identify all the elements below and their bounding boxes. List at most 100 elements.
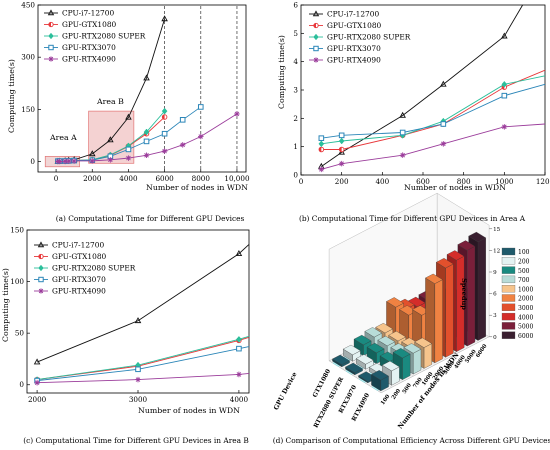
panel-0-point bbox=[143, 152, 150, 159]
panel-2-series-line bbox=[36, 244, 250, 363]
xlabel-d: GPU Device bbox=[272, 371, 299, 412]
panel-2-ytick-label: 0 bbox=[19, 380, 24, 389]
panel-1-point bbox=[501, 124, 508, 130]
panel-0-point bbox=[89, 158, 96, 164]
panel-1-legend-label: GPU-GTX1080 bbox=[327, 21, 382, 30]
panel-0-legend-label: GPU-RTX3070 bbox=[62, 43, 116, 52]
panel-1-legend-marker bbox=[313, 33, 319, 41]
panel-3-ztick-label: 3 bbox=[493, 313, 497, 319]
panel-2-ytick-label: 50 bbox=[15, 329, 25, 338]
plot-data bbox=[33, 4, 546, 392]
panel-1-series-line bbox=[321, 4, 524, 167]
panel-0-point bbox=[234, 111, 240, 117]
panel-1-legend-label: GPU-RTX3070 bbox=[327, 44, 381, 53]
panel-3-legend-label: 2000 bbox=[518, 296, 533, 303]
panel-0-legend-label: GPU-GTX1080 bbox=[62, 20, 117, 29]
panel-0-point bbox=[161, 107, 168, 115]
panel-3-node-label: 700 bbox=[412, 377, 424, 390]
xlabel-b: Number of nodes in WDN bbox=[404, 183, 506, 192]
panel-3-ztick-label: 9 bbox=[493, 270, 497, 276]
panel-1-point bbox=[399, 111, 406, 118]
panel-1-xtick-label: 0 bbox=[299, 177, 304, 186]
panel-3-ztick-label: 6 bbox=[493, 292, 497, 298]
panel-2-point bbox=[33, 358, 41, 365]
xlabel-c: Number of nodes in WDN bbox=[138, 406, 240, 415]
panel-2-point bbox=[235, 250, 243, 257]
panel-0-point bbox=[179, 142, 186, 148]
panel-1-point bbox=[399, 129, 406, 136]
panel-1-point bbox=[440, 80, 447, 87]
panel-1-series-line bbox=[321, 69, 546, 150]
panel-0-point bbox=[65, 158, 72, 164]
panel-3-bar bbox=[332, 354, 350, 368]
panel-0-point bbox=[143, 138, 150, 145]
caption-c: (c) Computational Time for Different GPU… bbox=[23, 436, 249, 445]
panel-1-legend-marker bbox=[313, 22, 319, 29]
panel-2-point bbox=[236, 335, 242, 343]
panel-3-bar bbox=[345, 362, 363, 376]
panel-2-point bbox=[34, 379, 40, 386]
panel-3-legend-label: 5000 bbox=[518, 324, 533, 331]
panel-1-point bbox=[318, 166, 325, 173]
panel-1-point bbox=[318, 146, 325, 153]
ylabel-b: Computing time(s) bbox=[277, 35, 286, 109]
panel-3-legend-label: 6000 bbox=[518, 333, 533, 340]
panel-3-bar bbox=[342, 344, 361, 362]
panel-3-legend-label: 700 bbox=[518, 277, 530, 284]
panel-1-legend-label: GPU-RTX2080 SUPER bbox=[327, 33, 411, 42]
panel-2-series-line bbox=[37, 346, 250, 382]
panel-3-node-label: 200 bbox=[391, 388, 403, 401]
panel-2-series-line bbox=[37, 372, 250, 384]
panel-3-bar bbox=[425, 273, 443, 364]
panel-1-ytick-label: 3 bbox=[293, 86, 298, 95]
panel-3-device-label: RTX4090 bbox=[351, 392, 372, 422]
panel-2-legend-label: GPU-RTX3070 bbox=[52, 275, 106, 284]
panel-0-legend-label: GPU-RTX4090 bbox=[62, 55, 116, 64]
panel-0-legend-marker bbox=[48, 21, 54, 28]
panel-2-legend-marker bbox=[37, 241, 45, 248]
panel-0-point bbox=[107, 157, 114, 163]
panel-0-point bbox=[143, 128, 150, 136]
panel-1-point bbox=[501, 32, 508, 39]
panel-1-ytick-label: 1 bbox=[293, 142, 298, 151]
panel-1-xtick-label: 200 bbox=[335, 177, 349, 186]
ylabel-a: Computing time(s) bbox=[7, 59, 16, 133]
panel-1-series-line bbox=[321, 123, 546, 170]
panel-2-point bbox=[135, 366, 141, 373]
panel-0-point bbox=[197, 104, 204, 110]
panel-0-point bbox=[179, 117, 186, 123]
panel-0-point bbox=[88, 150, 96, 157]
panel-0-ytick-label: 0 bbox=[30, 157, 35, 166]
panel-0-point bbox=[198, 133, 204, 140]
panel-2-legend-marker bbox=[38, 253, 44, 260]
panel-2-point bbox=[236, 345, 242, 352]
panel-1-series-line bbox=[321, 83, 546, 139]
panel-0-legend-marker bbox=[47, 9, 55, 16]
panel-1-point bbox=[501, 92, 508, 99]
panel-1-legend-label: CPU-i7-12700 bbox=[327, 10, 379, 19]
panel-1-point bbox=[338, 146, 345, 153]
panel-0-legend-marker bbox=[48, 44, 54, 51]
panel-1-legend-marker bbox=[313, 57, 319, 63]
panel-0-point bbox=[125, 113, 132, 120]
panel-3-legend-swatch bbox=[501, 266, 516, 274]
panel-0-xtick-label: 8000 bbox=[192, 174, 211, 183]
caption-d: (d) Comparison of Computational Efficien… bbox=[273, 436, 550, 445]
panel-0-point bbox=[125, 146, 132, 153]
panel-3-node-label: 500 bbox=[402, 382, 414, 395]
caption-b: (b) Computational Time for Different GPU… bbox=[299, 214, 526, 223]
panel-3-legend-label: 3000 bbox=[518, 305, 533, 312]
panel-3-node-label: 6000 bbox=[475, 343, 489, 359]
panel-2-legend-marker bbox=[38, 276, 44, 283]
panel-3-legend-label: 500 bbox=[518, 268, 530, 275]
panel-3-legend-swatch bbox=[501, 285, 516, 293]
panel-1-point bbox=[501, 80, 508, 88]
panel-0-point bbox=[161, 114, 168, 120]
panel-2-legend-marker bbox=[38, 288, 44, 294]
xlabel-a: Number of nodes in WDN bbox=[146, 183, 248, 192]
panel-0-ytick-label: 300 bbox=[21, 53, 35, 62]
panel-3-legend-label: 200 bbox=[518, 259, 530, 266]
panel-2-xtick-label: 2000 bbox=[28, 395, 47, 404]
